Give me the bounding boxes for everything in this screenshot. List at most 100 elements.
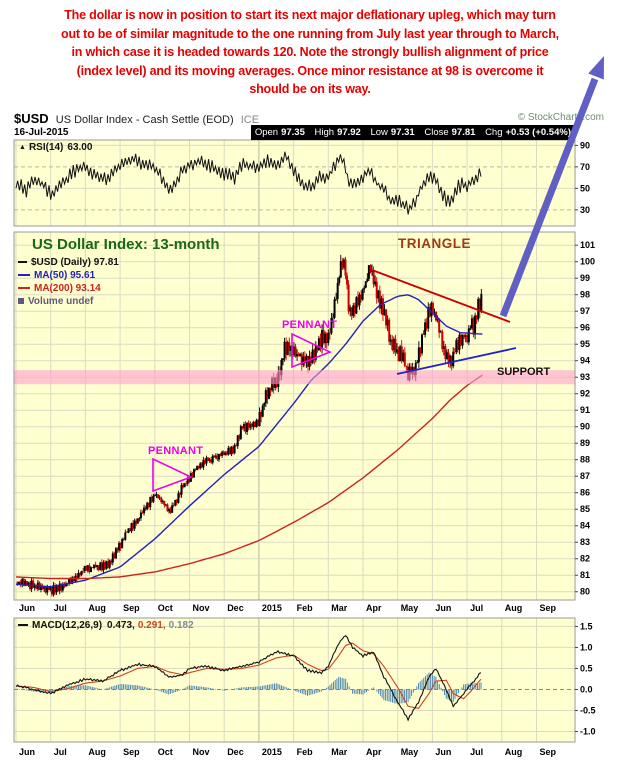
annotation-line: in which case it is headed towards 120. … <box>71 45 549 60</box>
month-label: Nov <box>193 747 210 757</box>
annotation-text-block: The dollar is now in position to start i… <box>6 6 614 99</box>
axis-tick-label: 96 <box>580 323 590 333</box>
month-label: Jul <box>54 603 67 613</box>
axis-tick-label: 0.0 <box>580 684 593 694</box>
axis-tick-label: 84 <box>580 521 590 531</box>
high-value: 97.92 <box>337 127 361 138</box>
exchange-label: ICE <box>240 114 260 126</box>
month-label: 2015 <box>262 747 282 757</box>
month-label: Jun <box>19 603 35 613</box>
month-label: Mar <box>331 603 348 613</box>
axis-tick-label: 97 <box>580 306 590 316</box>
ma50-legend-row: MA(50) 95.61 <box>18 270 95 281</box>
ma50-line <box>15 294 483 588</box>
annotation-line: should be on its way. <box>249 82 371 97</box>
month-label: Aug <box>88 747 106 757</box>
month-label: Aug <box>505 747 523 757</box>
axis-tick-label: 30 <box>580 205 590 215</box>
volume-swatch-icon <box>18 298 24 304</box>
month-label: Dec <box>227 747 244 757</box>
usd-legend-label: $USD (Daily) 97.81 <box>31 257 119 268</box>
close-label: Close <box>424 127 449 138</box>
axis-tick-label: 50 <box>580 183 590 193</box>
ma200-line-sample-icon <box>18 287 30 289</box>
close-value: 97.81 <box>451 127 476 138</box>
month-label: Jul <box>470 603 483 613</box>
axis-labels: 101 100 99 98 97 96 95 94 93 92 91 90 89 88 87 86 85 84 83… <box>575 140 596 736</box>
copyright-label: © StockCharts.com <box>517 112 604 123</box>
month-label: Oct <box>158 603 173 613</box>
volume-legend-label: Volume undef <box>28 296 94 307</box>
month-label: Aug <box>88 603 106 613</box>
axis-tick-label: 0.5 <box>580 663 593 673</box>
triangle-pattern-lines <box>371 269 517 375</box>
ma200-legend-label: MA(200) 93.14 <box>34 283 101 294</box>
annotation-line: (index level) and its moving averages. O… <box>76 63 544 78</box>
pennant-annotation-label-2: PENNANT <box>282 319 338 331</box>
month-label: Sep <box>123 603 140 613</box>
month-label: Sep <box>540 747 557 757</box>
axis-tick-label: 70 <box>580 162 590 172</box>
month-label: Aug <box>505 603 523 613</box>
rsi-legend: ▲ RSI(14) 63.00 <box>19 142 92 153</box>
month-labels: Jun Jun Jul Jul Aug Aug Sep Sep Oct Oct Nov Nov Dec D… <box>19 603 557 757</box>
axis-tick-label: 85 <box>580 504 590 514</box>
macd-line <box>15 634 482 722</box>
axis-tick-label: 92 <box>580 389 590 399</box>
month-label: Sep <box>540 603 557 613</box>
month-label: Jun <box>19 747 35 757</box>
month-label: Jun <box>435 747 451 757</box>
low-label: Low <box>370 127 388 138</box>
usd-legend-row: $USD (Daily) 97.81 <box>18 257 119 268</box>
rsi-label: RSI(14) <box>28 142 64 153</box>
axis-tick-label: 81 <box>580 570 590 580</box>
axis-tick-label: 93 <box>580 372 590 382</box>
month-label: Apr <box>366 603 382 613</box>
triangle-annotation-label: TRIANGLE <box>398 236 471 251</box>
month-label: Jul <box>54 747 67 757</box>
axis-tick-label: 98 <box>580 290 590 300</box>
panel-collapse-icon: ▲ <box>19 144 26 151</box>
month-label: Feb <box>297 747 314 757</box>
axis-tick-label: 94 <box>580 356 590 366</box>
open-value: 97.35 <box>281 127 305 138</box>
support-band <box>14 370 575 385</box>
high-label: High <box>314 127 335 138</box>
ma50-line-sample-icon <box>18 274 30 276</box>
month-label: 2015 <box>262 603 282 613</box>
month-label: Apr <box>366 747 382 757</box>
axis-tick-label: 87 <box>580 471 590 481</box>
price-candlesticks <box>16 254 483 597</box>
macd-line-sample-icon <box>18 624 28 626</box>
month-label: Feb <box>297 603 314 613</box>
pennant-annotation-label-1: PENNANT <box>148 445 204 457</box>
date-label: 16-Jul-2015 <box>14 127 69 138</box>
chg-value: +0.53 (+0.54%) <box>505 127 572 138</box>
axis-tick-label: 89 <box>580 438 590 448</box>
axis-tick-label: 88 <box>580 455 590 465</box>
axis-tick-label: 95 <box>580 339 590 349</box>
axis-tick-label: 80 <box>580 587 590 597</box>
month-label: Dec <box>227 603 244 613</box>
chart-header: $USD US Dollar Index - Cash Settle (EOD)… <box>14 111 259 126</box>
axis-tick-label: 100 <box>580 257 595 267</box>
annotation-line: out to be of similar magnitude to the on… <box>61 26 559 41</box>
month-label: Nov <box>193 603 210 613</box>
axis-tick-label: 90 <box>580 422 590 432</box>
chart-title-text: US Dollar Index - Cash Settle (EOD) <box>55 114 234 126</box>
macd-legend: MACD(12,26,9) 0.473, 0.291, 0.182 <box>18 620 194 631</box>
annotation-line: The dollar is now in position to start i… <box>64 8 556 22</box>
axis-tick-label: 83 <box>580 537 590 547</box>
month-label: Jun <box>435 603 451 613</box>
ma50-legend-label: MA(50) 95.61 <box>34 270 96 281</box>
volume-legend-row: Volume undef <box>18 296 93 307</box>
signal-value: 0.291, <box>137 620 166 631</box>
axis-tick-label: 99 <box>580 273 590 283</box>
axis-tick-label: -0.5 <box>580 705 596 715</box>
support-annotation-label: SUPPORT <box>497 366 551 378</box>
panel-backgrounds <box>14 140 575 742</box>
axis-tick-label: 90 <box>580 140 590 150</box>
ma200-legend-row: MA(200) 93.14 <box>18 283 101 294</box>
rsi-value: 63.00 <box>67 142 93 153</box>
